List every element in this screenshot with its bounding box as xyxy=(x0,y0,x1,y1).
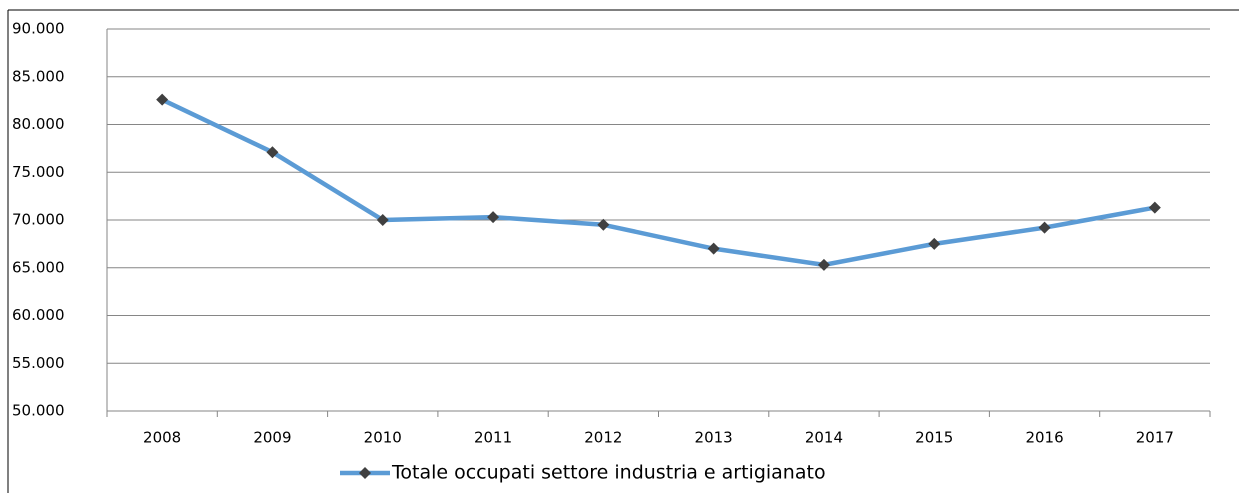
data-point xyxy=(266,146,279,159)
x-tick-label: 2017 xyxy=(1136,429,1174,447)
x-tick-label: 2016 xyxy=(1025,429,1063,447)
data-point xyxy=(487,211,500,224)
x-tick-label: 2014 xyxy=(805,429,843,447)
y-tick-label: 55.000 xyxy=(12,354,65,372)
x-tick-label: 2015 xyxy=(915,429,953,447)
data-point xyxy=(1038,221,1051,234)
legend-label: Totale occupati settore industria e arti… xyxy=(391,462,826,484)
y-tick-label: 50.000 xyxy=(12,402,65,420)
x-tick-label: 2009 xyxy=(253,429,291,447)
y-tick-label: 80.000 xyxy=(12,115,65,133)
y-tick-label: 85.000 xyxy=(12,67,65,85)
x-tick-label: 2010 xyxy=(364,429,402,447)
x-tick-label: 2012 xyxy=(584,429,622,447)
x-tick-label: 2013 xyxy=(695,429,733,447)
data-point xyxy=(817,258,830,271)
y-tick-label: 70.000 xyxy=(12,211,65,229)
data-point xyxy=(928,237,941,250)
x-tick-label: 2008 xyxy=(143,429,181,447)
data-point xyxy=(376,214,389,226)
y-tick-label: 75.000 xyxy=(12,163,65,181)
y-tick-label: 65.000 xyxy=(12,258,65,276)
data-point xyxy=(1148,201,1161,214)
legend-marker xyxy=(359,467,371,479)
x-tick-label: 2011 xyxy=(474,429,512,447)
data-point xyxy=(707,242,720,255)
y-tick-label: 90.000 xyxy=(12,20,65,38)
data-point xyxy=(156,93,169,106)
y-tick-label: 60.000 xyxy=(12,306,65,324)
data-point xyxy=(597,218,610,231)
series-line xyxy=(161,97,1156,268)
